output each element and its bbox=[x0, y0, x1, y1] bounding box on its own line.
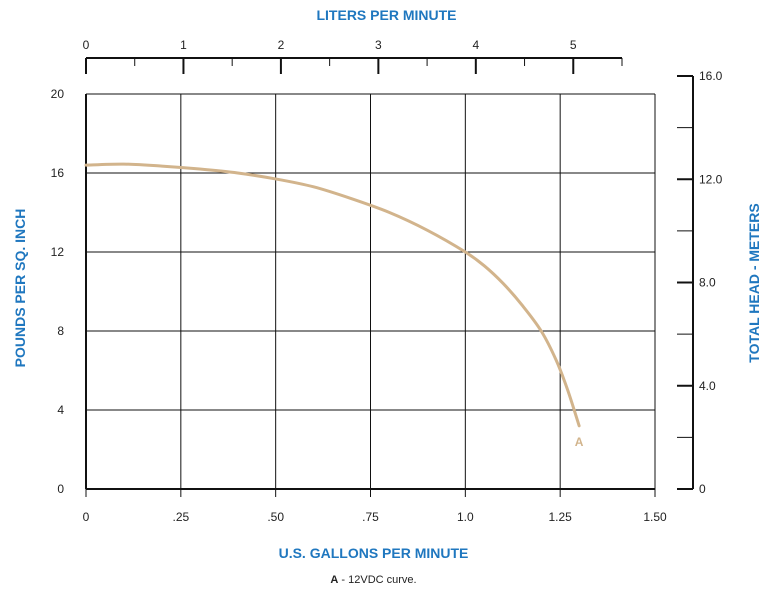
caption-series-key: A bbox=[330, 574, 339, 586]
bottom-axis-tick-label: .75 bbox=[362, 510, 379, 524]
bottom-axis-title: U.S. GALLONS PER MINUTE bbox=[278, 545, 469, 561]
top-axis-tick-label: 0 bbox=[83, 38, 90, 52]
bottom-axis-tick-label: 1.50 bbox=[643, 510, 667, 524]
right-axis-tick-label: 12.0 bbox=[699, 172, 723, 186]
right-axis-tick-label: 4.0 bbox=[699, 379, 716, 393]
caption-text: - 12VDC curve. bbox=[338, 574, 417, 586]
top-axis-tick-label: 1 bbox=[180, 38, 187, 52]
series-line-a bbox=[84, 162, 581, 428]
bottom-axis-tick-label: 1.0 bbox=[457, 510, 474, 524]
right-axis-tick-label: 8.0 bbox=[699, 276, 716, 290]
top-axis-title: LITERS PER MINUTE bbox=[316, 7, 457, 23]
left-axis-tick-label: 8 bbox=[57, 324, 64, 338]
left-axis-tick-label: 16 bbox=[51, 166, 65, 180]
top-axis-tick-label: 3 bbox=[375, 38, 382, 52]
left-axis-tick-label: 12 bbox=[51, 245, 65, 259]
top-axis-tick-label: 2 bbox=[278, 38, 285, 52]
bottom-axis-tick-label: .25 bbox=[172, 510, 189, 524]
left-axis-tick-label: 20 bbox=[51, 87, 65, 101]
bottom-axis-tick-label: .50 bbox=[267, 510, 284, 524]
top-axis-tick-label: 4 bbox=[472, 38, 479, 52]
right-axis-tick-label: 0 bbox=[699, 482, 706, 496]
chart-caption: A - 12VDC curve. bbox=[0, 574, 760, 586]
left-axis-tick-label: 0 bbox=[57, 482, 64, 496]
series-label-a: A bbox=[575, 435, 584, 449]
bottom-axis-tick-label: 1.25 bbox=[548, 510, 572, 524]
top-axis-tick-label: 5 bbox=[570, 38, 577, 52]
left-axis-tick-label: 4 bbox=[57, 403, 64, 417]
bottom-axis-tick-label: 0 bbox=[83, 510, 90, 524]
right-axis-tick-label: 16.0 bbox=[699, 69, 723, 83]
